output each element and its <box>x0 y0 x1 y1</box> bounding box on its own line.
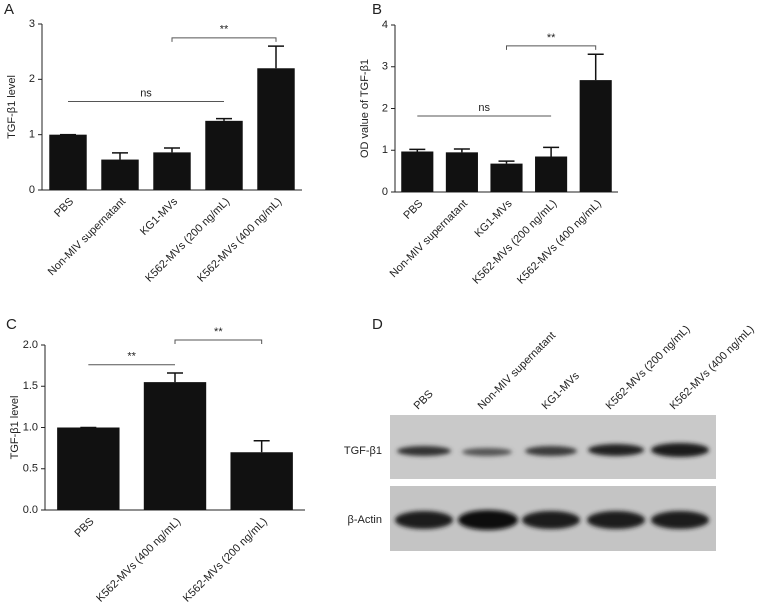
row-label: β-Actin <box>348 514 382 526</box>
x-tick-label: K562-MVs (200 ng/mL) <box>470 198 559 287</box>
bar <box>401 151 434 192</box>
panel-label: A <box>4 1 14 18</box>
y-tick-label: 4 <box>382 19 388 31</box>
y-tick-label: 2 <box>29 73 35 85</box>
significance-label: ** <box>127 351 136 363</box>
y-tick-label: 0 <box>29 184 35 196</box>
significance-label: ns <box>478 102 490 114</box>
bar <box>257 68 295 190</box>
bar <box>49 134 87 190</box>
bands <box>395 443 709 530</box>
bar <box>143 382 207 510</box>
bar <box>230 452 293 510</box>
lane-label: KG1-MVs <box>540 370 583 413</box>
error-bar <box>164 147 180 153</box>
significance-bracket <box>506 45 597 50</box>
panel-label: B <box>372 1 382 18</box>
y-tick-label: 2.0 <box>23 339 38 351</box>
error-bar <box>216 117 232 121</box>
lane-label: PBS <box>412 388 436 412</box>
bar <box>490 163 523 192</box>
error-bar <box>409 148 426 152</box>
x-tick-label: KG1-MVs <box>138 195 181 238</box>
bar <box>57 427 120 510</box>
bar <box>205 120 243 190</box>
y-tick-label: 0.5 <box>23 463 38 475</box>
y-tick-label: 1.0 <box>23 421 38 433</box>
error-bar <box>587 53 604 81</box>
y-tick-label: 1 <box>382 144 388 156</box>
x-tick-label: K562-MVs (400 ng/mL) <box>195 196 284 285</box>
x-tick-label: KG1-MVs <box>472 197 515 240</box>
x-tick-label: K562-MVs (200 ng/mL) <box>181 516 270 605</box>
y-tick-label: 2 <box>382 102 388 114</box>
significance-bracket <box>171 37 277 42</box>
x-tick-label: Non-MIV supernatant <box>388 198 470 280</box>
y-axis-label: TGF-β1 level <box>9 396 21 460</box>
error-bar <box>167 372 183 383</box>
significance-bracket <box>174 339 263 345</box>
x-tick-label: K562-MVs (200 ng/mL) <box>143 196 232 285</box>
bar <box>101 159 139 190</box>
panel-label: D <box>372 316 383 333</box>
error-bar <box>453 148 470 153</box>
y-tick-label: 3 <box>382 61 388 73</box>
row-label: TGF-β1 <box>344 445 382 457</box>
x-tick-label: K562-MVs (400 ng/mL) <box>94 516 183 605</box>
significance-label: ** <box>214 326 223 338</box>
error-bar <box>253 439 270 453</box>
significance-label: ** <box>220 24 229 36</box>
significance-label: ** <box>547 32 556 44</box>
x-tick-label: PBS <box>52 196 76 220</box>
error-bar <box>498 160 515 164</box>
significance-label: ns <box>140 87 152 99</box>
y-axis-label: TGF-β1 level <box>6 75 18 139</box>
y-tick-label: 0 <box>382 186 388 198</box>
y-axis-label: OD value of TGF-β1 <box>359 59 371 158</box>
panel-label: C <box>6 316 17 333</box>
y-tick-label: 3 <box>29 18 35 30</box>
bar <box>153 152 191 190</box>
bar <box>579 80 612 192</box>
x-tick-label: K562-MVs (400 ng/mL) <box>515 198 604 287</box>
error-bar <box>268 45 284 69</box>
y-tick-label: 1 <box>29 129 35 141</box>
y-tick-label: 0.0 <box>23 504 38 516</box>
y-tick-label: 1.5 <box>23 380 38 392</box>
x-tick-label: PBS <box>401 198 425 222</box>
error-bar <box>543 146 560 157</box>
error-bar <box>112 152 128 160</box>
bar <box>535 156 568 192</box>
x-tick-label: PBS <box>72 516 96 540</box>
bar <box>445 152 478 192</box>
